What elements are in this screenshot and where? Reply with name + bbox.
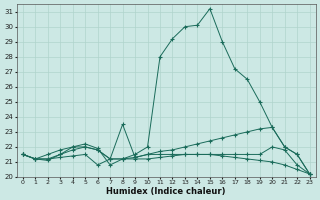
- X-axis label: Humidex (Indice chaleur): Humidex (Indice chaleur): [107, 187, 226, 196]
